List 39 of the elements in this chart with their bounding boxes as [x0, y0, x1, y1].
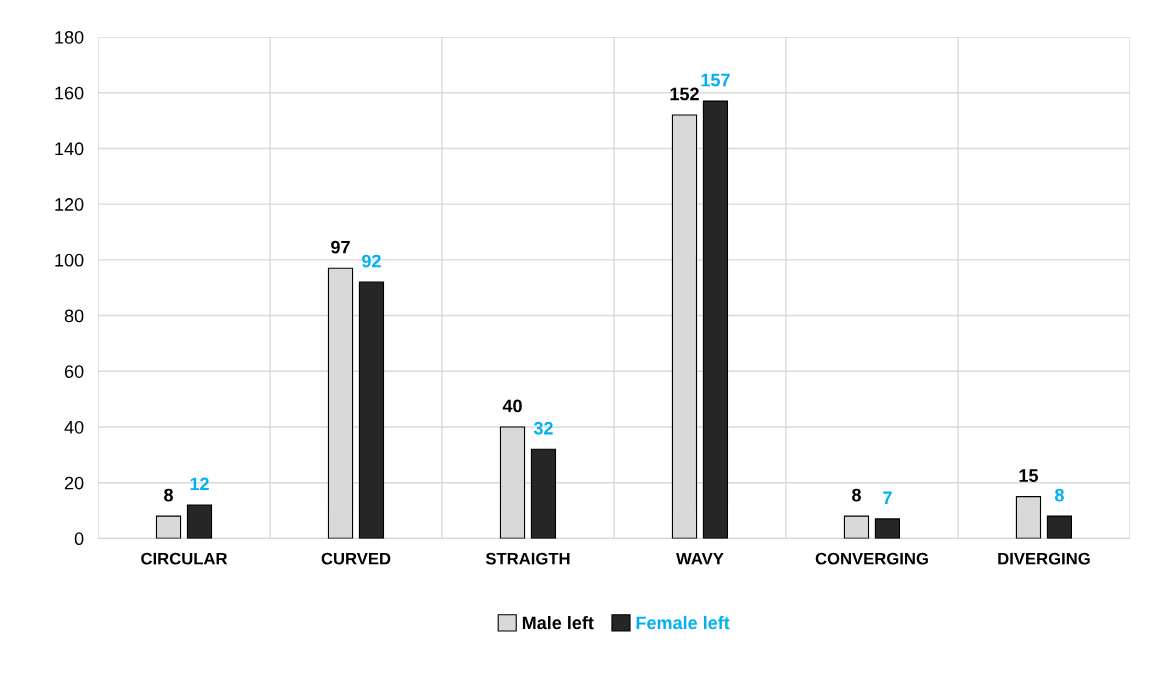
- data-label: 92: [362, 254, 381, 268]
- x-tick-label: STRAIGTH: [485, 552, 570, 565]
- legend-label: Male left: [522, 616, 594, 630]
- y-tick-label: 160: [55, 86, 84, 100]
- bar: [155, 515, 182, 539]
- x-tick-label: CONVERGING: [815, 552, 928, 565]
- bar: [874, 518, 901, 539]
- bar: [702, 100, 729, 539]
- data-label: 7: [883, 491, 892, 505]
- data-label: 152: [670, 87, 699, 101]
- data-label: 97: [331, 240, 350, 254]
- y-tick-label: 140: [55, 142, 84, 156]
- bar: [1046, 515, 1073, 539]
- data-label: 8: [164, 488, 173, 502]
- y-tick-label: 100: [55, 253, 84, 267]
- bar: [843, 515, 870, 539]
- data-label: 12: [190, 477, 209, 491]
- x-tick-label: CURVED: [321, 552, 391, 565]
- data-label: 40: [502, 399, 522, 413]
- x-tick-label: WAVY: [676, 552, 724, 565]
- x-tick-label: DIVERGING: [998, 552, 1090, 565]
- data-label: 8: [852, 488, 861, 502]
- bar: [186, 504, 213, 539]
- y-tick-label: 120: [55, 198, 84, 211]
- x-tick-label: CIRCULAR: [141, 552, 228, 565]
- data-label: 157: [701, 73, 730, 87]
- y-tick-label: 40: [64, 420, 84, 434]
- y-tick-label: 80: [64, 309, 84, 323]
- bar: [530, 448, 557, 539]
- bar: [1015, 496, 1042, 539]
- data-label: 32: [533, 421, 553, 435]
- legend-label: Female left: [636, 616, 730, 630]
- y-tick-label: 180: [55, 30, 84, 44]
- y-tick-label: 20: [64, 476, 84, 490]
- data-label: 15: [1019, 469, 1039, 482]
- data-label: 8: [1054, 488, 1064, 502]
- y-tick-label: 60: [64, 365, 84, 378]
- y-tick-label: 0: [74, 532, 84, 546]
- bar: [358, 281, 385, 539]
